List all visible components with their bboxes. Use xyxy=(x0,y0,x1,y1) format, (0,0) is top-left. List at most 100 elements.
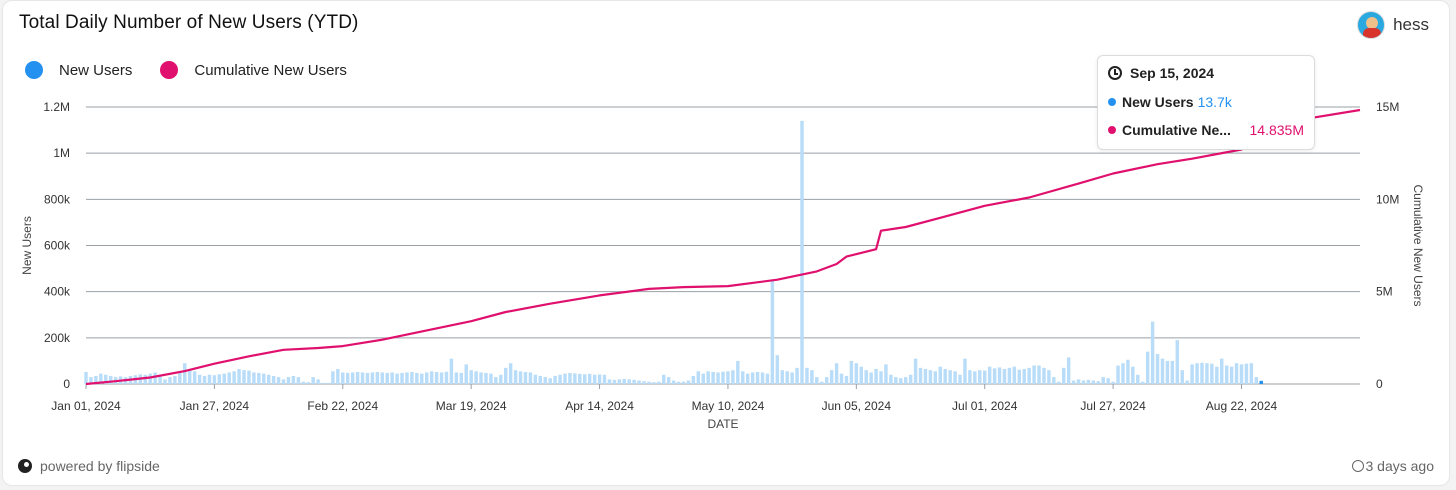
bar xyxy=(1145,351,1150,384)
bar xyxy=(375,371,380,384)
bar xyxy=(276,377,281,384)
bar xyxy=(1002,368,1007,384)
tooltip-value-new-users: 13.7k xyxy=(1197,94,1232,110)
bar xyxy=(1066,357,1071,384)
bar xyxy=(444,371,449,384)
bar xyxy=(1017,369,1022,384)
bar xyxy=(617,379,622,384)
x-tick-label: Apr 14, 2024 xyxy=(565,399,634,413)
bar xyxy=(331,371,335,384)
bar xyxy=(247,370,251,384)
bar xyxy=(1155,353,1160,384)
bar xyxy=(864,370,868,384)
bar xyxy=(1175,340,1180,384)
bar xyxy=(780,370,784,384)
bar xyxy=(701,373,705,384)
bar xyxy=(286,377,291,384)
bar xyxy=(1081,380,1086,384)
bar xyxy=(153,372,157,384)
bar xyxy=(691,375,696,384)
bar xyxy=(291,375,296,384)
bar xyxy=(410,371,414,384)
bar xyxy=(459,372,464,384)
bar xyxy=(474,371,478,384)
bar xyxy=(271,375,276,384)
bar xyxy=(1106,378,1110,384)
bar xyxy=(637,380,641,384)
bar xyxy=(380,372,385,384)
bar xyxy=(454,372,459,384)
bar xyxy=(217,374,222,384)
bar xyxy=(1032,365,1036,384)
bar xyxy=(365,372,370,384)
bar xyxy=(879,371,883,384)
bar xyxy=(163,379,167,384)
bar xyxy=(187,370,192,384)
powered-by[interactable]: powered by flipside xyxy=(18,458,160,474)
legend-item-cumulative[interactable]: Cumulative New Users xyxy=(160,61,347,79)
bar xyxy=(908,374,913,384)
bar xyxy=(420,373,424,384)
bar xyxy=(1052,377,1056,384)
tooltip-date: Sep 15, 2024 xyxy=(1130,65,1215,81)
tooltip-label-cumulative: Cumulative Ne... xyxy=(1122,122,1231,138)
bar xyxy=(1200,362,1204,384)
bar xyxy=(854,363,859,384)
bar xyxy=(785,371,789,384)
bar xyxy=(1007,367,1012,384)
bar xyxy=(518,371,523,384)
bar xyxy=(296,377,301,384)
bar xyxy=(1076,379,1081,384)
bar xyxy=(1160,358,1165,384)
bar xyxy=(385,372,389,384)
bar xyxy=(711,371,715,384)
bar xyxy=(820,381,824,384)
bar xyxy=(1121,363,1125,384)
bar xyxy=(652,382,656,384)
bar xyxy=(805,367,809,384)
bar xyxy=(484,372,488,384)
bar xyxy=(1111,381,1115,384)
bar xyxy=(800,120,804,384)
bar xyxy=(662,374,666,384)
bar xyxy=(469,370,473,384)
bar xyxy=(1244,363,1249,384)
bar xyxy=(360,372,365,384)
legend-item-new-users[interactable]: New Users xyxy=(25,61,132,79)
bar xyxy=(1224,365,1229,384)
bar xyxy=(716,372,720,384)
bar xyxy=(681,381,686,384)
bar xyxy=(207,374,212,384)
bar xyxy=(341,372,345,384)
bar xyxy=(563,373,567,384)
bar xyxy=(1101,377,1105,384)
bar xyxy=(227,372,231,384)
bar xyxy=(978,370,982,384)
bar xyxy=(237,368,241,384)
bar xyxy=(943,368,947,384)
bar xyxy=(859,366,863,384)
tooltip-dot-new-users xyxy=(1108,98,1116,106)
bar xyxy=(755,371,760,384)
bar xyxy=(336,368,340,384)
flipside-logo-icon xyxy=(18,459,32,473)
x-axis-title: DATE xyxy=(707,417,738,431)
bar xyxy=(192,371,197,384)
legend-label-new-users: New Users xyxy=(59,61,133,79)
bar xyxy=(829,370,834,384)
bar xyxy=(894,377,898,384)
bar xyxy=(108,375,113,384)
author-badge[interactable]: hess xyxy=(1357,11,1429,39)
bar xyxy=(622,378,626,384)
bar xyxy=(1150,321,1155,384)
bar xyxy=(494,377,498,384)
tooltip-value-cumulative: 14.835M xyxy=(1249,122,1304,138)
bar xyxy=(197,374,202,384)
bar xyxy=(1012,366,1017,384)
bar xyxy=(923,368,928,384)
bar xyxy=(750,372,755,384)
bar xyxy=(810,370,814,384)
bar xyxy=(316,379,320,384)
bar xyxy=(815,377,819,384)
